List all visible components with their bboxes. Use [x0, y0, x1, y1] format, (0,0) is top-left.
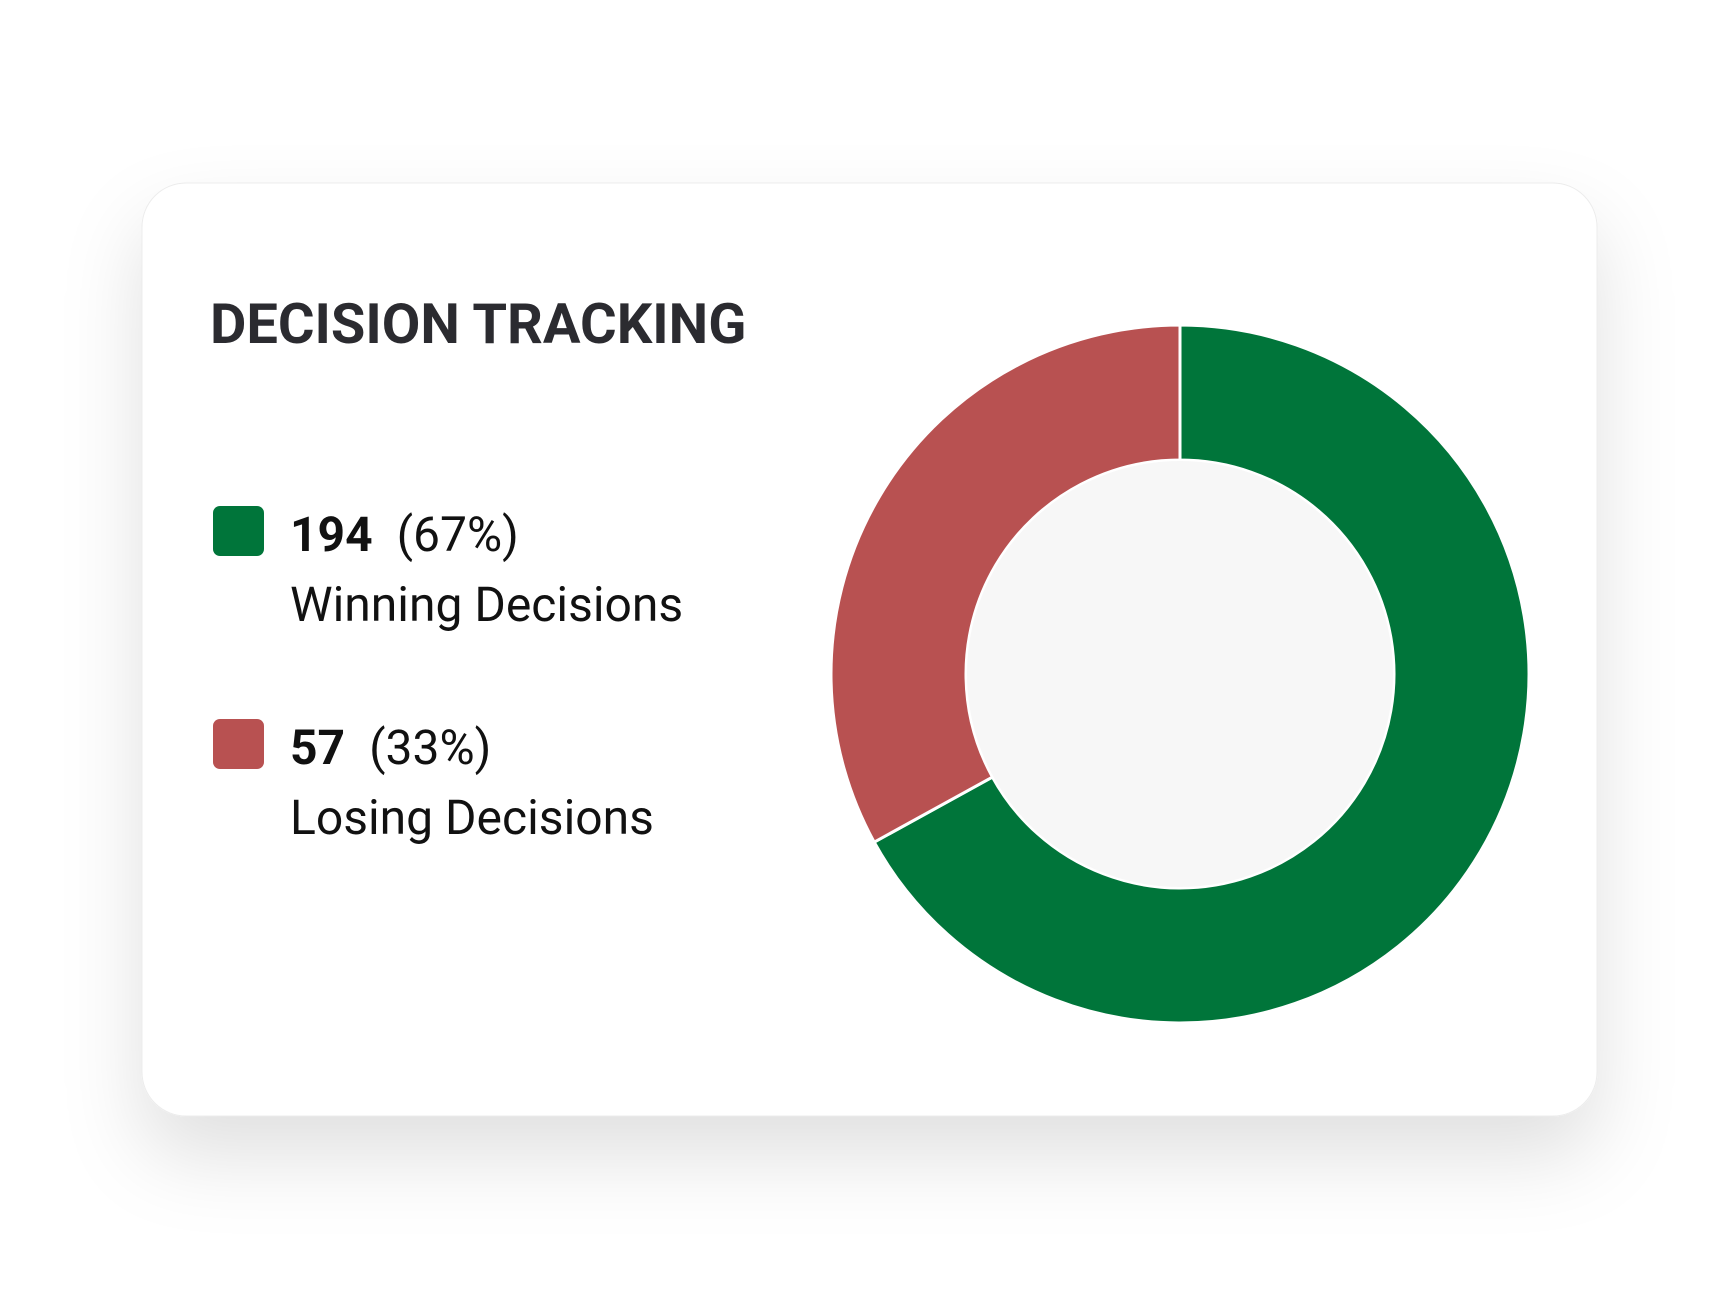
legend: 194 (67%) Winning Decisions 57 (33%) Losing D…	[213, 506, 683, 846]
chart-title: DECISION TRACKING	[210, 291, 746, 357]
donut-slice	[829, 323, 1182, 845]
legend-value: 57 (33%)	[290, 719, 491, 776]
legend-swatch	[213, 506, 264, 556]
legend-percent: (33%)	[369, 719, 491, 776]
legend-count: 194	[290, 506, 373, 563]
donut	[829, 323, 1531, 1025]
legend-label: Winning Decisions	[290, 576, 683, 633]
legend-count: 57	[290, 719, 345, 776]
legend-swatch	[213, 719, 264, 769]
legend-value: 194 (67%)	[290, 506, 519, 563]
legend-percent: (67%)	[397, 506, 519, 563]
legend-label: Losing Decisions	[290, 789, 654, 846]
donut-slice	[872, 323, 1531, 1025]
donut-hole	[967, 461, 1393, 887]
